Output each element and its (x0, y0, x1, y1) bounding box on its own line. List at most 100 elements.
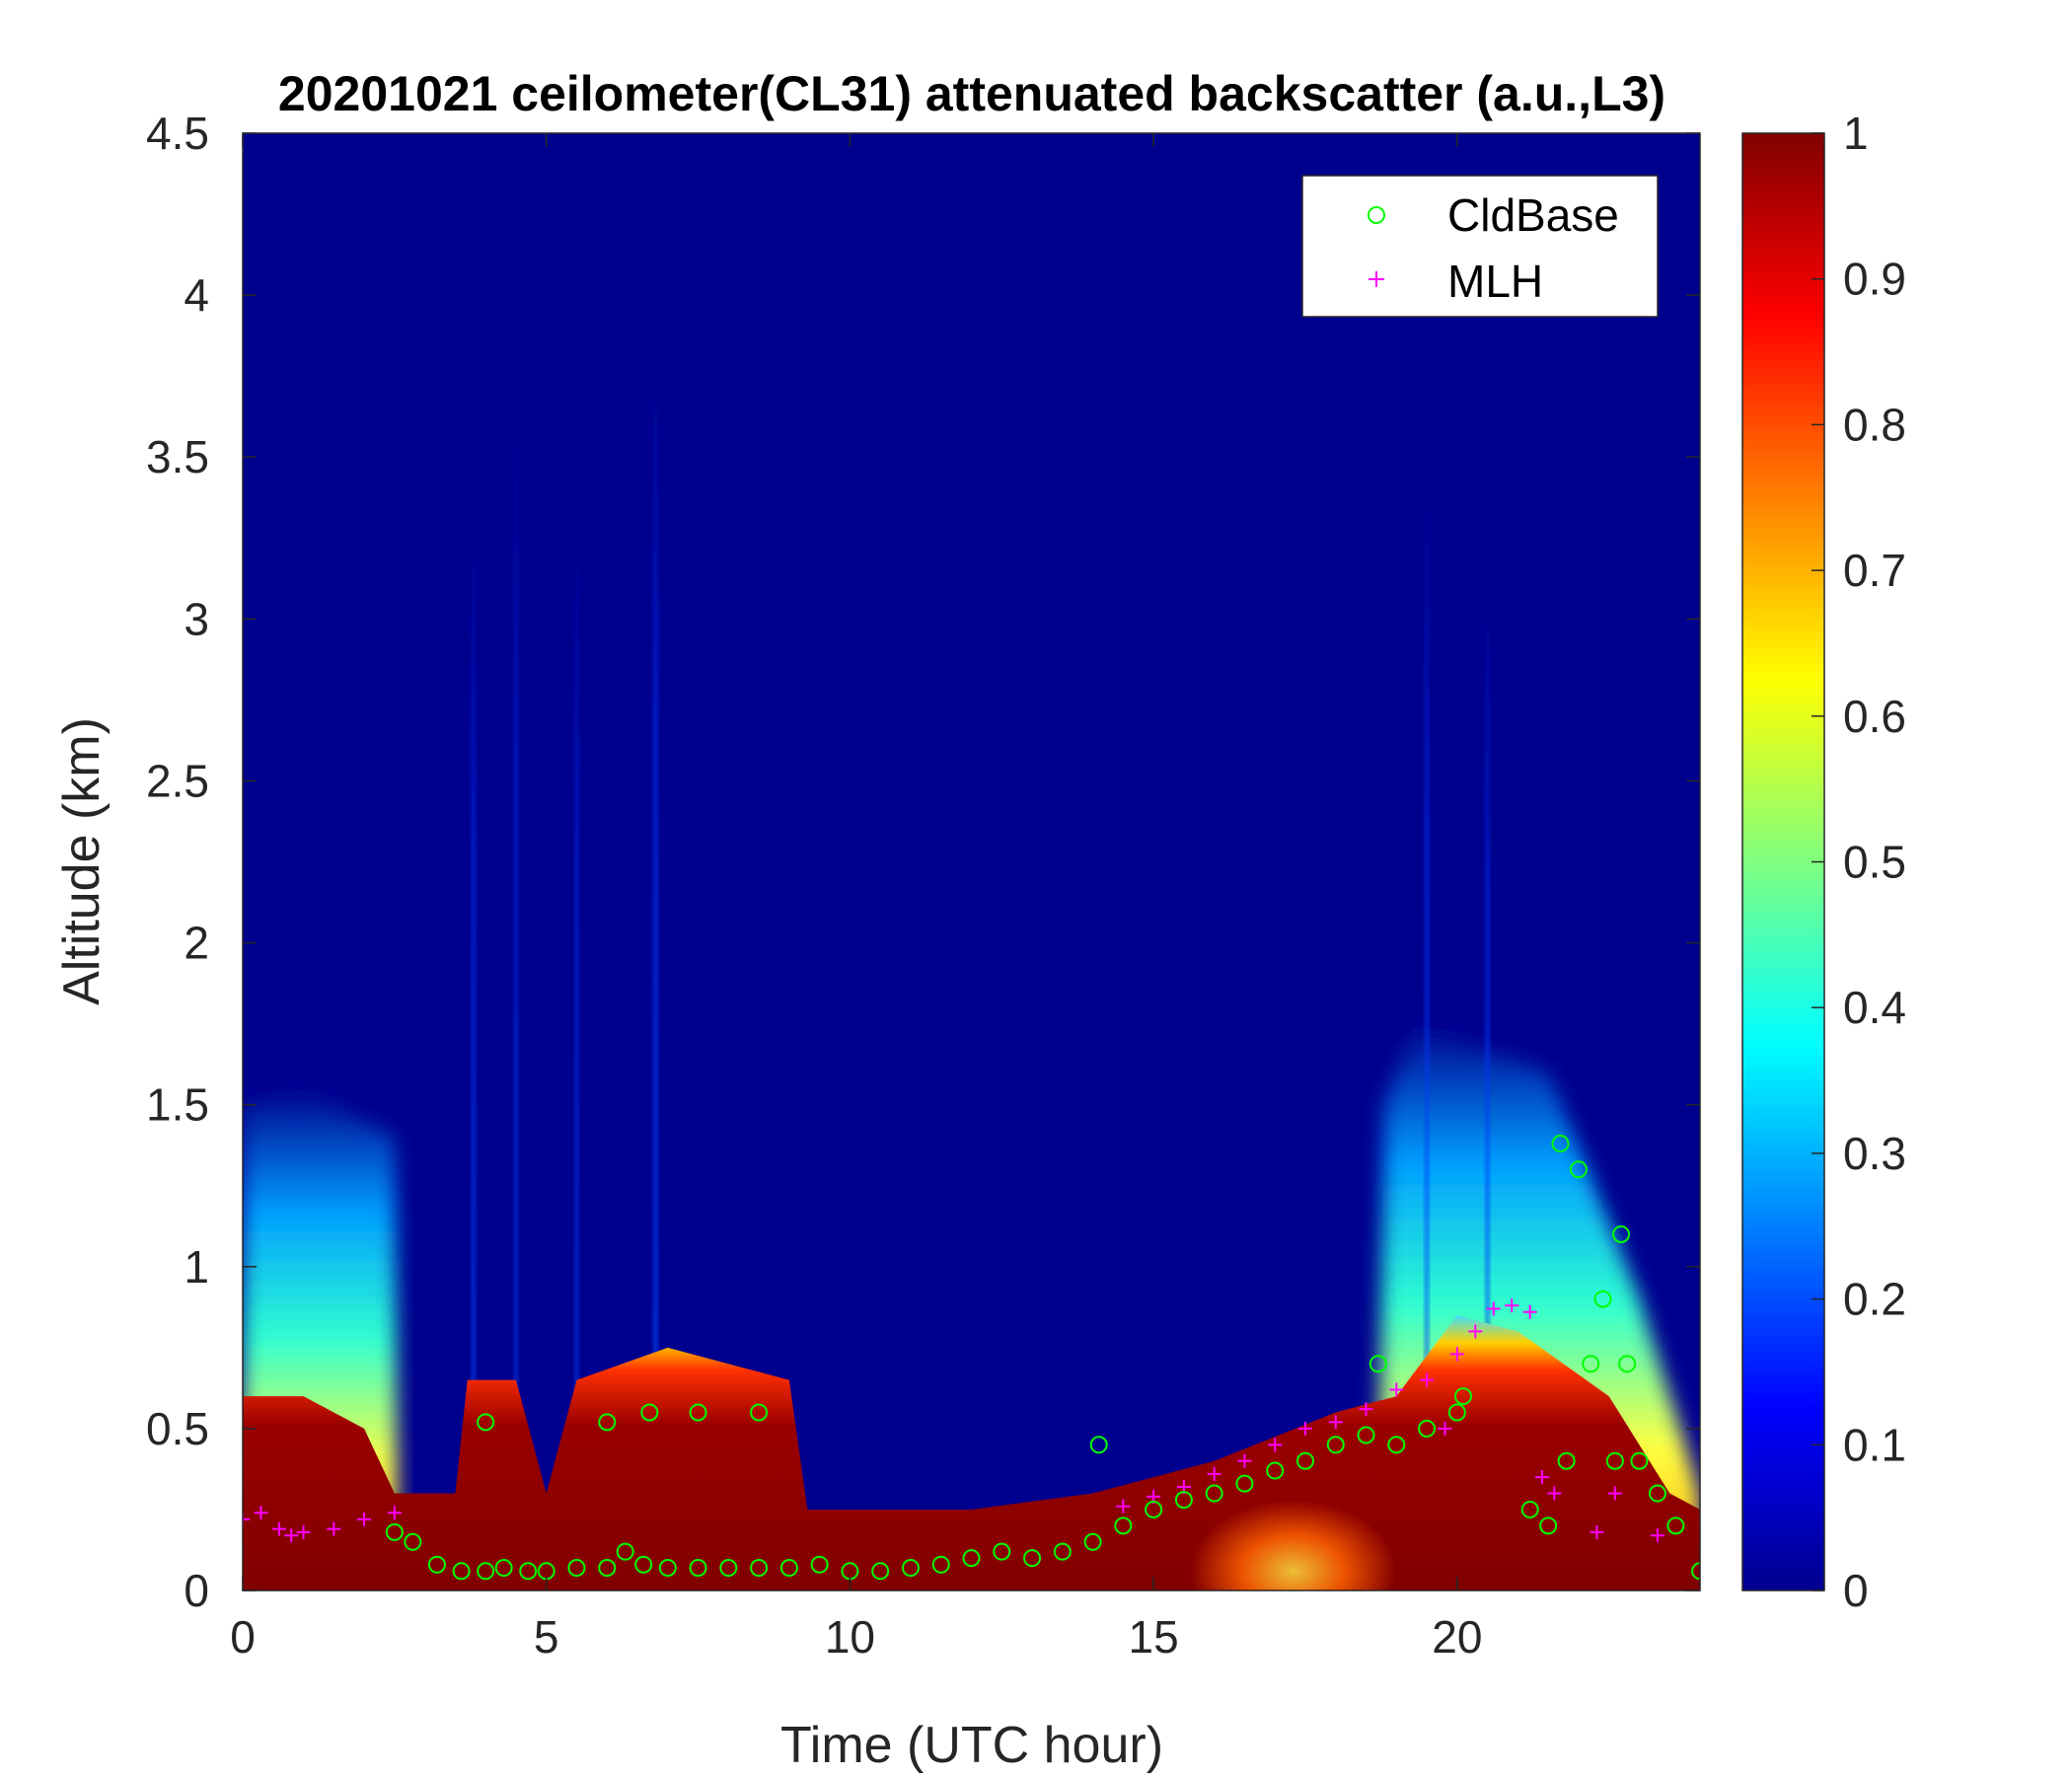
plot-frame (242, 132, 1701, 1591)
cldbase-point (1053, 1542, 1072, 1561)
y-tick-label: 0 (184, 1565, 209, 1616)
mlh-point (357, 1512, 372, 1526)
mlh-point (1607, 1486, 1622, 1501)
cldbase-point (1418, 1419, 1437, 1438)
backscatter-streak (574, 521, 579, 1591)
y-axis-title: Altitude (km) (53, 717, 111, 1005)
cldbase-point (1174, 1491, 1193, 1510)
cldbase-point (1539, 1517, 1558, 1535)
cldbase-point (1520, 1500, 1539, 1518)
x-tick-label: 20 (1432, 1611, 1482, 1663)
mlh-point (1297, 1421, 1312, 1436)
mlh-point (1328, 1415, 1343, 1430)
x-tick-label: 15 (1129, 1611, 1179, 1663)
legend-mlh-marker (1369, 271, 1384, 287)
y-tick-label: 1 (184, 1241, 209, 1293)
cldbase-point (719, 1559, 738, 1578)
mlh-point (1505, 1298, 1519, 1313)
colorbar-tick-label: 0.3 (1843, 1128, 1906, 1179)
cldbase-point (931, 1555, 950, 1574)
cldbase-point (750, 1403, 769, 1422)
cldbase-point (477, 1562, 495, 1581)
mlh-point (1449, 1347, 1464, 1362)
mlh-point (1237, 1453, 1252, 1468)
cldbase-point (750, 1559, 769, 1578)
x-tick-label: 10 (825, 1611, 875, 1663)
cldbase-point (1618, 1355, 1637, 1373)
mlh-point (1650, 1528, 1665, 1543)
cldbase-point (452, 1562, 471, 1581)
legend-box (1301, 175, 1659, 318)
mlh-point (1468, 1324, 1483, 1339)
cldbase-point (1611, 1224, 1630, 1243)
y-tick-label: 2 (184, 918, 209, 969)
mlh-point (1590, 1524, 1604, 1539)
cldbase-point (1369, 1355, 1387, 1373)
cldbase-point (494, 1559, 513, 1578)
mlh-point (243, 1512, 250, 1526)
cldbase-point (1089, 1436, 1108, 1454)
colorbar: 0 0.1 0.2 0.3 0.4 0.5 0.6 0.7 0.8 0.9 1 (1741, 108, 1906, 1616)
y-tick-label: 3 (184, 593, 209, 644)
mlh-point (1268, 1438, 1283, 1452)
cldbase-point (404, 1532, 422, 1551)
cldbase-point (810, 1555, 829, 1574)
cldbase-point (519, 1562, 538, 1581)
cldbase-point (658, 1559, 677, 1578)
mlh-point (284, 1528, 299, 1543)
backscatter-streak (472, 521, 476, 1591)
colorbar-tick-label: 0.6 (1843, 691, 1906, 742)
colorbar-tick-label: 0.8 (1843, 399, 1906, 450)
cldbase-point (634, 1555, 653, 1574)
cldbase-point (1023, 1549, 1042, 1568)
cldbase-point (1453, 1387, 1472, 1406)
cldbase-point (1326, 1436, 1345, 1454)
legend: CldBase MLH (1301, 175, 1659, 318)
y-tick-label: 0.5 (146, 1403, 209, 1454)
mlh-point (1522, 1304, 1537, 1319)
colorbar-tick-label: 0 (1843, 1565, 1869, 1616)
backscatter-streak (1485, 586, 1490, 1591)
backscatter-streak (1425, 489, 1429, 1591)
cldbase-point (1666, 1517, 1685, 1535)
cldbase-point (1582, 1355, 1600, 1373)
cldbase-point (901, 1559, 920, 1578)
warm-surface-region (1190, 1500, 1397, 1591)
cldbase-point (871, 1562, 890, 1581)
chart-title: 20201021 ceilometer(CL31) attenuated bac… (278, 66, 1665, 121)
colorbar-tick-label: 0.4 (1843, 982, 1906, 1033)
cldbase-point (616, 1542, 634, 1561)
mlh-point (271, 1521, 286, 1536)
mlh-point (327, 1521, 341, 1536)
cldbase-point (1357, 1426, 1375, 1444)
colorbar-tick-label: 0.7 (1843, 545, 1906, 596)
x-axis-title: Time (UTC hour) (780, 1717, 1163, 1774)
y-axis: 0 0.5 1 1.5 2 2.5 3 3.5 4 4.5 (146, 108, 1700, 1616)
y-tick-label: 1.5 (146, 1079, 209, 1131)
mlh-point (254, 1506, 268, 1520)
cldbase-point (1605, 1451, 1624, 1470)
cldbase-point (567, 1559, 586, 1578)
cldbase-point (689, 1403, 707, 1422)
cldbase-point (1145, 1500, 1163, 1518)
legend-mlh-label: MLH (1447, 256, 1543, 307)
mlh-point (1207, 1466, 1221, 1481)
y-tick-label: 3.5 (146, 431, 209, 482)
cldbase-point (1557, 1451, 1576, 1470)
mlh-point (1534, 1470, 1549, 1485)
colorbar-tick-label: 0.2 (1843, 1274, 1906, 1325)
cldbase-point (993, 1542, 1011, 1561)
y-tick-label: 4 (184, 269, 209, 321)
cldbase-point (427, 1555, 446, 1574)
cldbase-point (477, 1413, 495, 1432)
cldbase-point (1648, 1484, 1666, 1503)
mlh-point (296, 1524, 311, 1539)
mlh-point (1438, 1421, 1452, 1436)
colorbar-gradient (1742, 133, 1824, 1591)
cldbase-point (1593, 1290, 1612, 1308)
cldbase-point (1387, 1436, 1406, 1454)
x-axis: 0 5 10 15 20 (230, 133, 1482, 1663)
cldbase-point (1447, 1403, 1466, 1422)
mlh-point (1486, 1301, 1501, 1316)
